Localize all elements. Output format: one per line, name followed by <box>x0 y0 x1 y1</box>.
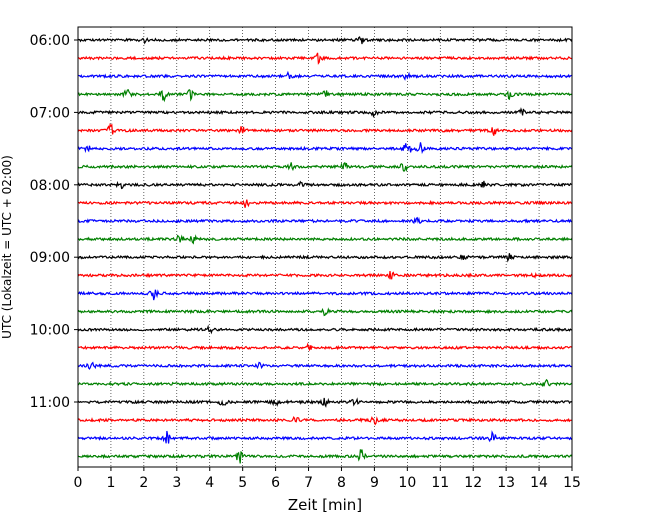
x-tick-label: 14 <box>530 475 548 491</box>
seismogram-trace <box>77 342 573 352</box>
x-tick-label: 15 <box>563 475 581 491</box>
y-tick-label: 09:00 <box>30 250 70 266</box>
y-tick-label: 10:00 <box>30 323 70 339</box>
x-tick-label: 2 <box>139 475 148 491</box>
seismogram-trace <box>77 289 573 301</box>
x-tick-label: 1 <box>106 475 115 491</box>
plot-frame <box>77 26 573 468</box>
x-tick-label: 4 <box>205 475 214 491</box>
seismogram-traces <box>77 36 573 464</box>
x-tick-label: 11 <box>431 475 449 491</box>
seismogram-trace <box>77 415 573 426</box>
x-tick-label: 3 <box>172 475 181 491</box>
seismogram-trace <box>77 142 573 155</box>
seismogram-trace <box>77 378 573 388</box>
x-tick-label: 7 <box>304 475 313 491</box>
seismogram-trace <box>77 361 573 370</box>
x-axis-ticks: 0 1 2 3 4 5 6 7 8 9 10 11 12 13 14 15 <box>74 467 581 491</box>
seismogram-trace <box>77 234 573 245</box>
seismogram-trace <box>77 107 573 118</box>
seismogram-trace <box>77 449 573 464</box>
y-tick-label: 06:00 <box>30 33 70 49</box>
x-tick-label: 0 <box>74 475 83 491</box>
x-tick-label: 6 <box>271 475 280 491</box>
y-axis-ticks: 06:00 07:00 08:00 09:00 10:00 11:00 <box>30 33 78 411</box>
seismogram-trace <box>77 36 573 45</box>
seismogram-trace <box>77 271 573 280</box>
seismogram-trace <box>77 122 573 136</box>
seismogram-trace <box>77 307 573 317</box>
y-tick-label: 08:00 <box>30 178 70 194</box>
x-axis-label: Zeit [min] <box>288 496 362 514</box>
seismogram-trace <box>77 397 573 408</box>
grid-lines <box>110 27 540 467</box>
y-axis-label: UTC (Lokalzeit = UTC + 02:00) <box>0 155 14 339</box>
x-tick-label: 10 <box>398 475 416 491</box>
seismogram-trace <box>77 89 573 103</box>
seismogram-trace <box>77 161 573 173</box>
seismogram-trace <box>77 52 573 65</box>
x-tick-label: 5 <box>238 475 247 491</box>
y-tick-label: 11:00 <box>30 395 70 411</box>
seismogram-trace <box>77 430 573 444</box>
seismogram-trace <box>77 180 573 190</box>
seismogram-trace <box>77 216 572 224</box>
x-tick-label: 13 <box>497 475 515 491</box>
x-tick-label: 8 <box>337 475 346 491</box>
seismogram-trace <box>77 70 573 81</box>
y-tick-label: 07:00 <box>30 105 70 121</box>
x-tick-label: 12 <box>464 475 482 491</box>
x-tick-label: 9 <box>370 475 379 491</box>
seismogram-trace <box>77 324 573 335</box>
seismogram-trace <box>77 253 573 263</box>
seismogram-trace <box>77 199 573 208</box>
